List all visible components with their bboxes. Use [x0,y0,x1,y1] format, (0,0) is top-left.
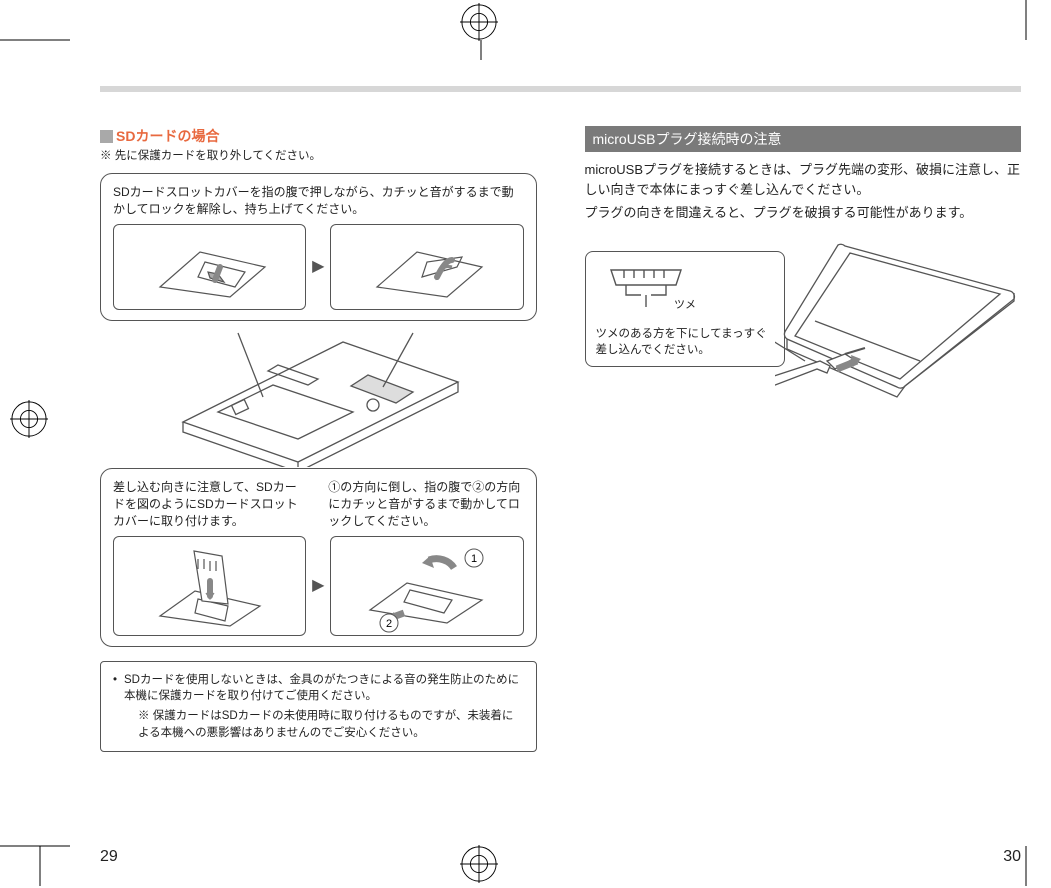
pre-note: ※ 先に保護カードを取り外してください。 [100,148,537,165]
usb-callout-box: ツメ ツメのある方を下にしてまっすぐ差し込んでください。 [585,251,785,367]
figure2-frame: 差し込む向きに注意して、SDカードを図のようにSDカードスロットカバーに取り付け… [100,468,537,646]
left-column: SDカードの場合 ※ 先に保護カードを取り外してください。 SDカードスロットカ… [100,126,537,752]
sd-title-text: SDカードの場合 [116,126,219,146]
sd-slot-open-illustration [150,232,270,302]
phone-body-figure [100,327,537,473]
title-square-icon [100,130,113,143]
note-sub-text: ※ 保護カードはSDカードの未使用時に取り付けるものですが、未装着による本機への… [124,708,524,741]
note-box: SDカードを使用しないときは、金具のがたつきによる音の発生防止のために本機に保護… [100,661,537,753]
microusb-para1: microUSBプラグを接続するときは、プラグ先端の変形、破損に注意し、正しい向… [585,160,1022,200]
figure2-img-left [113,536,306,636]
page-number-right: 30 [1003,848,1021,866]
figure2-img-right: 1 2 [330,536,523,636]
page-spread: SDカードの場合 ※ 先に保護カードを取り外してください。 SDカードスロットカ… [100,86,1021,826]
microusb-para2: プラグの向きを間違えると、プラグを破損する可能性があります。 [585,203,1022,223]
page-number-left: 29 [100,848,118,866]
sd-lock-illustration: 1 2 [362,538,492,633]
usb-figure: ツメ ツメのある方を下にしてまっすぐ差し込んでください。 [585,241,1022,411]
sd-slot-lift-illustration [367,232,487,302]
microusb-title: microUSBプラグ接続時の注意 [585,126,1022,152]
sd-insert-illustration [150,541,270,631]
arrow-icon: ▶ [312,574,324,597]
arrow-icon: ▶ [312,255,324,278]
sd-card-title: SDカードの場合 [100,126,537,146]
phone-isometric-illustration [168,327,468,467]
usb-phone-illustration [775,231,1025,417]
figure2-text-right: ①の方向に倒し、指の腹で②の方向にカチッと音がするまで動かしてロックしてください… [328,479,523,529]
top-divider-bar [100,86,1021,92]
figure1-frame: SDカードスロットカバーを指の腹で押しながら、カチッと音がするまで動かしてロック… [100,173,537,321]
note-item-text: SDカードを使用しないときは、金具のがたつきによる音の発生防止のために本機に保護… [124,674,519,703]
right-column: microUSBプラグ接続時の注意 microUSBプラグを接続するときは、プラ… [585,126,1022,752]
figure1-img-right [330,224,523,310]
usb-callout-text: ツメのある方を下にしてまっすぐ差し込んでください。 [596,326,774,358]
figure2-text-left: 差し込む向きに注意して、SDカードを図のようにSDカードスロットカバーに取り付け… [113,479,308,529]
usb-tsume-label: ツメ [674,299,696,311]
figure1-text: SDカードスロットカバーを指の腹で押しながら、カチッと音がするまで動かしてロック… [113,184,524,218]
usb-plug-icon: ツメ [596,260,774,320]
figure1-img-left [113,224,306,310]
note-item: SDカードを使用しないときは、金具のがたつきによる音の発生防止のために本機に保護… [113,672,524,742]
svg-text:2: 2 [386,618,392,630]
svg-text:1: 1 [471,553,477,565]
